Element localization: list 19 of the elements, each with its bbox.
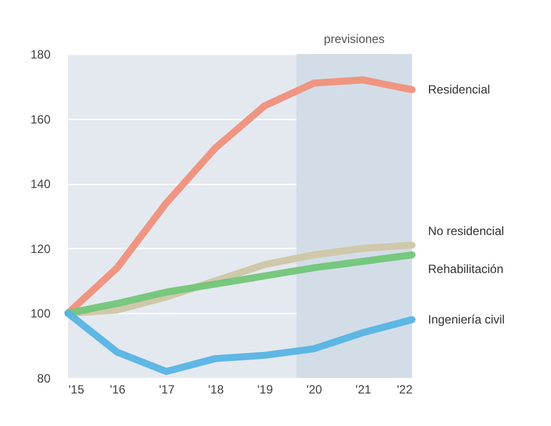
series-label: Ingeniería civil: [428, 312, 505, 327]
band-label: previsiones: [324, 32, 385, 46]
x-tick-label: '17: [158, 382, 175, 396]
y-tick-label: 80: [37, 372, 51, 386]
y-tick-label: 140: [30, 177, 51, 192]
y-tick-label: 120: [30, 242, 51, 256]
y-tick-label: 180: [30, 48, 51, 62]
x-tick-label: '22: [396, 382, 413, 396]
y-tick-label: 100: [30, 306, 51, 321]
y-tick-label: 160: [30, 112, 51, 126]
series-label: Rehabilitación: [428, 262, 504, 276]
x-tick-label: '20: [306, 382, 322, 396]
x-tick-label: '21: [356, 382, 372, 396]
x-tick-label: '16: [110, 382, 126, 396]
series-label: No residencial: [428, 224, 504, 238]
series-label: Residencial: [428, 82, 490, 97]
x-tick-label: '18: [208, 382, 224, 396]
x-tick-label: '15: [68, 382, 84, 396]
x-tick-label: '19: [257, 382, 274, 396]
